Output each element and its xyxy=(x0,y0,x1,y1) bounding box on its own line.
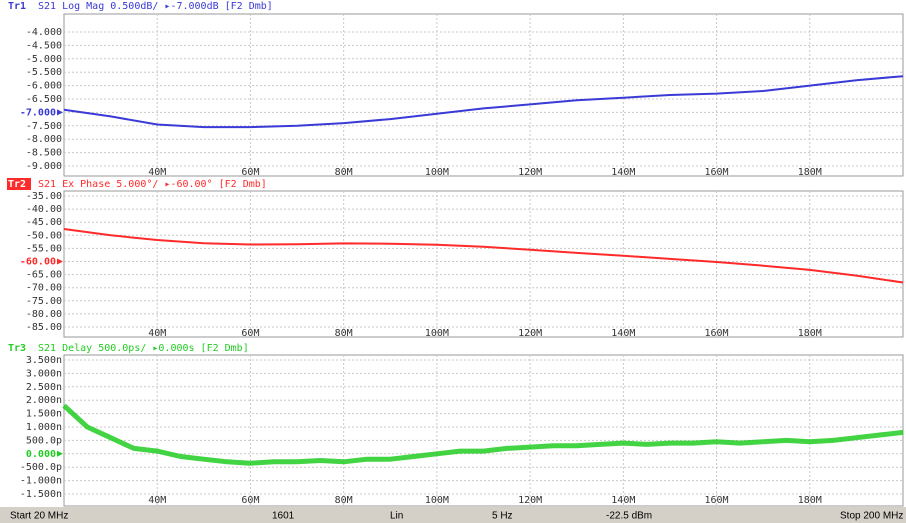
x-tick-label: 100M xyxy=(425,495,449,506)
plot-area xyxy=(63,354,904,507)
y-tick-label: -8.000 xyxy=(26,134,62,145)
status-bar xyxy=(0,507,906,523)
y-tick-label: -35.00 xyxy=(26,191,62,202)
y-tick-label: -5.500 xyxy=(26,67,62,78)
trace-label: Tr1 xyxy=(8,1,26,12)
y-tick-label: 500.0p xyxy=(26,435,62,446)
y-tick-label: -8.500 xyxy=(26,148,62,159)
x-tick-label: 120M xyxy=(518,495,542,506)
reference-marker xyxy=(57,450,63,457)
y-tick-label: -80.00 xyxy=(26,309,62,320)
y-tick-label: -45.00 xyxy=(26,217,62,228)
status-sweep-type: Lin xyxy=(390,511,403,522)
y-tick-label: -500.0p xyxy=(20,462,62,473)
y-tick-label: -55.00 xyxy=(26,243,62,254)
reference-marker xyxy=(57,258,63,265)
x-tick-label: 160M xyxy=(705,167,729,178)
y-tick-label: -40.00 xyxy=(26,204,62,215)
x-tick-label: 120M xyxy=(518,328,542,339)
y-tick-label: -5.000 xyxy=(26,54,62,65)
y-tick-label: 1.000n xyxy=(26,422,62,433)
trace-label: Tr3 xyxy=(8,343,26,354)
x-tick-label: 140M xyxy=(611,495,635,506)
x-tick-label: 60M xyxy=(241,495,259,506)
x-tick-label: 60M xyxy=(241,328,259,339)
trace xyxy=(62,403,904,466)
y-tick-label: 3.500n xyxy=(26,355,62,366)
x-tick-label: 80M xyxy=(335,167,353,178)
trace xyxy=(63,228,904,284)
trace-label-box xyxy=(7,178,31,190)
y-tick-label: -4.500 xyxy=(26,40,62,51)
plots: Tr1 S21 Log Mag 0.500dB/ ▸-7.000dB [F2 Dm… xyxy=(7,1,904,507)
y-tick-label: -6.000 xyxy=(26,81,62,92)
y-tick-label: -7.500 xyxy=(26,121,62,132)
status-start: Start 20 MHz xyxy=(10,511,68,522)
y-tick-label: -50.00 xyxy=(26,230,62,241)
y-tick-label: 0.000 xyxy=(26,449,56,460)
x-tick-label: 180M xyxy=(798,328,822,339)
x-tick-label: 80M xyxy=(335,495,353,506)
y-tick-label: -9.000 xyxy=(26,161,62,172)
status-points: 1601 xyxy=(272,511,295,522)
x-tick-label: 100M xyxy=(425,328,449,339)
y-tick-label: -6.500 xyxy=(26,94,62,105)
plot-area xyxy=(63,190,904,338)
status-stop: Stop 200 MHz xyxy=(840,511,903,522)
y-tick-label: -85.00 xyxy=(26,322,62,333)
y-tick-label: 1.500n xyxy=(26,409,62,420)
y-tick-label: -1.500n xyxy=(20,489,62,500)
x-tick-label: 40M xyxy=(148,167,166,178)
x-tick-label: 180M xyxy=(798,167,822,178)
plot-area xyxy=(63,13,904,177)
y-tick-label: -75.00 xyxy=(26,296,62,307)
trace-title: S21 Log Mag 0.500dB/ ▸-7.000dB [F2 Dmb] xyxy=(38,1,273,12)
status-power: -22.5 dBm xyxy=(606,511,652,522)
x-tick-label: 40M xyxy=(148,495,166,506)
x-tick-label: 140M xyxy=(611,167,635,178)
y-tick-label: -70.00 xyxy=(26,283,62,294)
trace-title: S21 Delay 500.0ps/ ▸0.000s [F2 Dmb] xyxy=(38,343,249,354)
x-tick-label: 80M xyxy=(335,328,353,339)
x-tick-label: 180M xyxy=(798,495,822,506)
trace-label: Tr2 xyxy=(8,179,26,190)
y-tick-label: -65.00 xyxy=(26,270,62,281)
status-ifbw: 5 Hz xyxy=(492,511,513,522)
y-tick-label: 3.000n xyxy=(26,368,62,379)
x-tick-label: 120M xyxy=(518,167,542,178)
x-tick-label: 100M xyxy=(425,167,449,178)
y-tick-label: -4.000 xyxy=(26,27,62,38)
y-tick-label: 2.000n xyxy=(26,395,62,406)
x-tick-label: 160M xyxy=(705,495,729,506)
x-tick-label: 140M xyxy=(611,328,635,339)
trace xyxy=(63,75,904,129)
x-tick-label: 160M xyxy=(705,328,729,339)
reference-marker xyxy=(57,109,63,116)
x-tick-label: 60M xyxy=(241,167,259,178)
trace-title: S21 Ex Phase 5.000°/ ▸-60.00° [F2 Dmb] xyxy=(38,179,267,190)
y-tick-label: -7.000 xyxy=(20,107,56,118)
y-tick-label: -1.000n xyxy=(20,476,62,487)
x-tick-label: 40M xyxy=(148,328,166,339)
y-tick-label: 2.500n xyxy=(26,382,62,393)
y-tick-label: -60.00 xyxy=(20,257,56,268)
